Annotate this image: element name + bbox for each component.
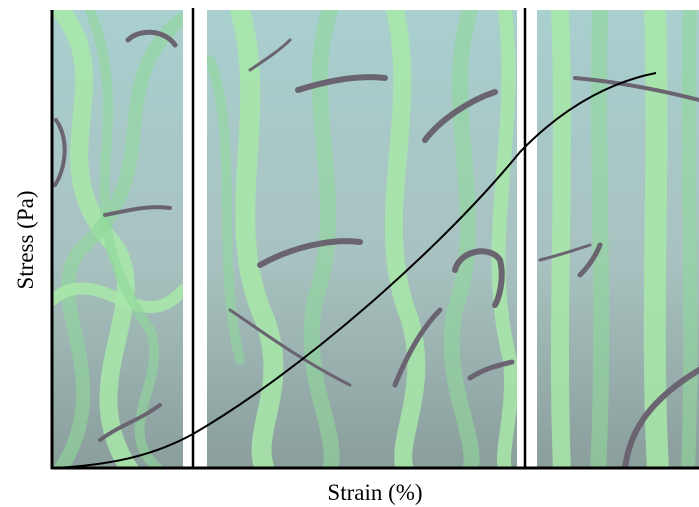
x-axis-label: Strain (%)	[327, 480, 422, 505]
diagram: Strain (%) Stress (Pa)	[0, 0, 699, 507]
panel-mid-strain	[207, 10, 517, 470]
panel-low-strain	[52, 10, 183, 470]
y-axis-label: Stress (Pa)	[13, 190, 38, 289]
panel-high-strain	[537, 10, 699, 470]
